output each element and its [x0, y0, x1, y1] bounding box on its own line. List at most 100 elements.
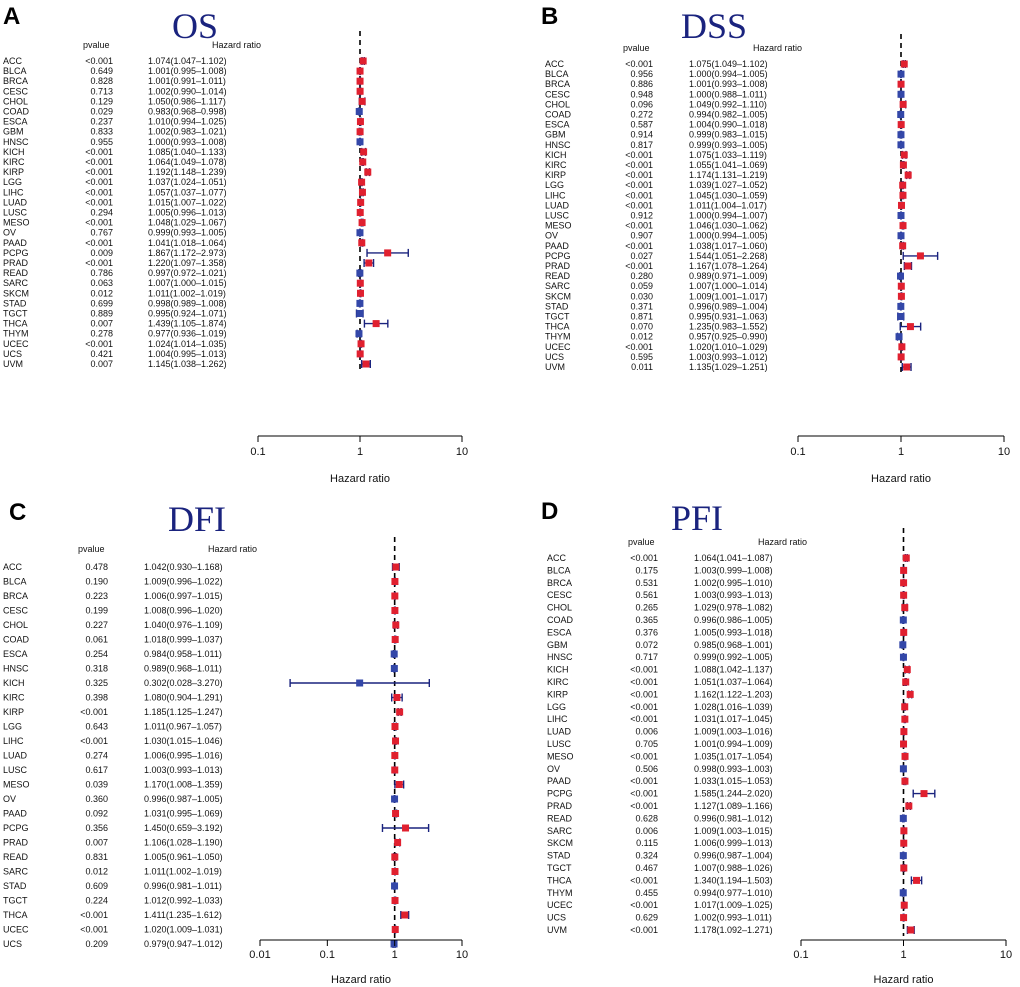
ci-mark — [390, 940, 398, 948]
row-hazard-ratio-text: 0.989(0.968–1.011) — [144, 664, 222, 674]
hazard-ratio-point — [900, 151, 908, 159]
hazard-ratio-point — [900, 839, 908, 847]
row-hazard-ratio-text: 1.015(1.007–1.022) — [148, 197, 227, 207]
row-hazard-ratio-text: 1.544(1.051–2.268) — [689, 251, 768, 261]
row-pvalue: 0.063 — [90, 278, 113, 288]
row-pvalue: <0.001 — [625, 200, 653, 210]
row-hazard-ratio-text: 0.999(0.983–1.015) — [689, 130, 768, 140]
row-hazard-ratio-text: 1.028(1.016–1.039) — [694, 702, 773, 712]
hazard-ratio-point — [901, 777, 909, 785]
row-label: UCEC — [545, 342, 571, 352]
ci-mark — [897, 231, 905, 240]
hazard-ratio-point — [393, 694, 401, 701]
row-hazard-ratio-text: 1.000(0.994–1.005) — [689, 69, 768, 79]
row-pvalue: 0.027 — [630, 251, 653, 261]
row-hazard-ratio-text: 1.220(1.097–1.358) — [148, 258, 227, 268]
row-label: KICH — [3, 678, 25, 688]
column-header-pvalue: pvalue — [623, 43, 650, 53]
panel-title: DSS — [681, 6, 747, 46]
row-pvalue: 0.886 — [630, 79, 653, 89]
hazard-ratio-point — [897, 353, 905, 361]
row-hazard-ratio-text: 1.011(1.004–1.017) — [689, 200, 767, 210]
ci-mark — [358, 218, 366, 227]
row-hazard-ratio-text: 1.002(0.983–1.021) — [148, 127, 227, 137]
row-label: COAD — [3, 635, 30, 645]
row-label: ESCA — [3, 649, 28, 659]
hazard-ratio-point — [394, 839, 402, 846]
row-hazard-ratio-text: 1.009(0.996–1.022) — [144, 577, 223, 587]
row-label: KIRP — [3, 167, 24, 177]
row-label: PAAD — [3, 809, 27, 819]
hazard-ratio-point — [895, 333, 903, 341]
row-pvalue: <0.001 — [80, 925, 108, 935]
ci-mark — [392, 737, 400, 745]
ci-mark — [900, 913, 908, 922]
row-pvalue: <0.001 — [625, 180, 653, 190]
ci-mark — [356, 228, 364, 237]
row-pvalue: 0.506 — [635, 764, 658, 774]
row-hazard-ratio-text: 1.001(0.994–1.009) — [694, 739, 773, 749]
hazard-ratio-point — [903, 666, 911, 674]
row-label: CESC — [547, 590, 573, 600]
row-label: THCA — [545, 322, 570, 332]
row-pvalue: 0.628 — [635, 813, 658, 823]
row-label: ESCA — [547, 627, 572, 637]
row-hazard-ratio-text: 1.001(0.991–1.011) — [148, 76, 226, 86]
row-pvalue: 0.398 — [85, 693, 108, 703]
row-hazard-ratio-text: 1.064(1.049–1.078) — [148, 157, 227, 167]
hazard-ratio-point — [395, 781, 403, 788]
row-pvalue: <0.001 — [625, 59, 653, 69]
ci-mark — [358, 188, 366, 197]
row-hazard-ratio-text: 1.040(0.976–1.109) — [144, 620, 223, 630]
hazard-ratio-point — [899, 100, 907, 108]
panel-title: PFI — [671, 498, 723, 538]
hazard-ratio-point — [899, 191, 907, 199]
row-label: KIRP — [547, 689, 568, 699]
row-hazard-ratio-text: 1.006(0.995–1.016) — [144, 751, 223, 761]
row-pvalue: 0.376 — [635, 627, 658, 637]
row-pvalue: 0.889 — [90, 309, 113, 319]
row-hazard-ratio-text: 1.075(1.049–1.102) — [689, 59, 768, 69]
hazard-ratio-point — [356, 128, 364, 136]
hazard-ratio-point — [391, 897, 399, 904]
ci-mark — [364, 168, 372, 177]
hazard-ratio-point — [362, 360, 370, 368]
row-hazard-ratio-text: 1.045(1.030–1.059) — [689, 190, 768, 200]
row-hazard-ratio-text: 1.585(1.244–2.020) — [694, 789, 773, 799]
row-label: LUAD — [545, 200, 570, 210]
x-tick-label: 0.1 — [793, 949, 808, 961]
ci-mark — [396, 708, 404, 716]
hazard-ratio-point — [901, 752, 909, 760]
row-label: PAAD — [547, 776, 571, 786]
row-pvalue: 0.294 — [90, 208, 113, 218]
row-pvalue: 0.070 — [630, 322, 653, 332]
hazard-ratio-point — [900, 728, 908, 736]
ci-mark — [357, 339, 365, 348]
row-pvalue: <0.001 — [625, 170, 653, 180]
ci-mark — [900, 578, 908, 587]
row-label: LGG — [3, 177, 22, 187]
hazard-ratio-point — [357, 198, 365, 206]
row-pvalue: <0.001 — [630, 925, 658, 935]
row-pvalue: 0.115 — [636, 838, 658, 848]
ci-mark — [363, 319, 389, 328]
row-label: BRCA — [545, 79, 570, 89]
hazard-ratio-point — [897, 121, 905, 129]
ci-mark — [356, 208, 364, 217]
row-hazard-ratio-text: 1.031(1.017–1.045) — [694, 714, 773, 724]
hazard-ratio-point — [396, 708, 404, 716]
row-hazard-ratio-text: 1.004(0.995–1.013) — [148, 349, 227, 359]
ci-mark — [897, 130, 905, 139]
ci-mark — [392, 621, 400, 629]
ci-mark — [904, 171, 912, 180]
row-hazard-ratio-text: 1.011(1.002–1.019) — [148, 288, 226, 298]
row-hazard-ratio-text: 1.003(0.993–1.013) — [694, 590, 773, 600]
row-hazard-ratio-text: 0.983(0.968–0.998) — [148, 107, 227, 117]
row-pvalue: <0.001 — [80, 910, 108, 920]
row-label: SKCM — [545, 291, 571, 301]
row-pvalue: <0.001 — [630, 689, 658, 699]
row-pvalue: <0.001 — [85, 177, 113, 187]
hazard-ratio-point — [897, 131, 905, 139]
hazard-ratio-point — [898, 343, 906, 351]
